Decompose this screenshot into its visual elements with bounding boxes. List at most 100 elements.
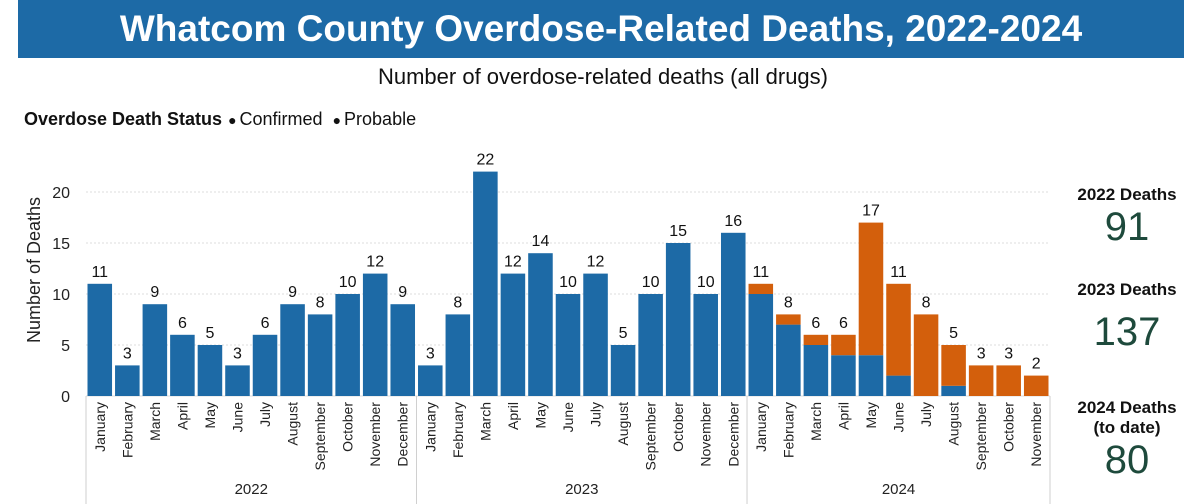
y-tick-label: 0 bbox=[61, 389, 70, 406]
legend-dot-confirmed: ● bbox=[228, 111, 237, 128]
data-label: 6 bbox=[839, 315, 848, 332]
data-label: 11 bbox=[91, 264, 108, 281]
chart-title: Whatcom County Overdose-Related Deaths, … bbox=[119, 8, 1083, 49]
bar-confirmed bbox=[473, 171, 498, 396]
title-bar: Whatcom County Overdose-Related Deaths, … bbox=[18, 0, 1184, 58]
x-tick-label: January bbox=[422, 402, 438, 452]
x-group-label: 2023 bbox=[565, 481, 598, 498]
x-tick-label: September bbox=[312, 402, 328, 471]
bar-confirmed bbox=[693, 294, 718, 396]
data-label: 6 bbox=[178, 315, 187, 332]
x-tick-label: November bbox=[698, 402, 714, 467]
bar-confirmed bbox=[583, 273, 608, 396]
legend-item-confirmed[interactable]: ● Confirmed bbox=[228, 109, 323, 130]
legend-title: Overdose Death Status bbox=[24, 109, 223, 129]
x-tick-label: May bbox=[202, 402, 218, 428]
bar-confirmed bbox=[252, 334, 278, 396]
bar-confirmed bbox=[858, 355, 884, 396]
legend-item-probable[interactable]: ● Probable bbox=[333, 109, 417, 130]
bar-confirmed bbox=[225, 365, 250, 396]
x-tick-label: July bbox=[588, 402, 604, 427]
bar-confirmed bbox=[280, 304, 305, 396]
x-tick-label: May bbox=[532, 402, 548, 428]
x-tick-label: January bbox=[753, 402, 769, 452]
x-tick-label: March bbox=[808, 402, 824, 441]
bar-confirmed bbox=[197, 345, 223, 396]
y-tick-label: 15 bbox=[52, 236, 70, 253]
bar-chart: 0 5 10 15 20 Number of Deaths 11 3 9 6 5 3 6 9 8 10 12 9 3… bbox=[24, 152, 1051, 504]
legend: Overdose Death Status ● Confirmed ● Prob… bbox=[24, 109, 426, 130]
data-label: 9 bbox=[398, 284, 407, 301]
bar-confirmed bbox=[638, 294, 663, 396]
data-label: 6 bbox=[811, 315, 820, 332]
bar-confirmed bbox=[886, 375, 911, 396]
data-label: 3 bbox=[977, 345, 986, 362]
x-tick-label: September bbox=[643, 402, 659, 471]
data-label: 12 bbox=[587, 254, 605, 271]
data-label: 10 bbox=[697, 274, 715, 291]
data-label: 3 bbox=[123, 345, 132, 362]
bar-confirmed bbox=[170, 334, 195, 396]
x-group-label: 2024 bbox=[882, 481, 915, 498]
stats-panel: 2022 Deaths 91 2023 Deaths 137 2024 Deat… bbox=[1062, 185, 1192, 483]
bar-probable bbox=[831, 334, 856, 356]
data-label: 22 bbox=[476, 152, 494, 169]
x-tick-label: October bbox=[1001, 402, 1017, 452]
bar-probable bbox=[858, 222, 884, 356]
bar-confirmed bbox=[115, 365, 140, 396]
data-label: 8 bbox=[922, 294, 931, 311]
bar-confirmed bbox=[362, 273, 388, 396]
x-tick-label: April bbox=[505, 402, 521, 430]
data-label: 8 bbox=[784, 294, 793, 311]
x-tick-label: February bbox=[450, 402, 466, 458]
x-tick-label: June bbox=[560, 402, 576, 433]
bar-confirmed bbox=[748, 294, 774, 396]
stat-2022-label: 2022 Deaths bbox=[1077, 185, 1177, 204]
bar-confirmed bbox=[335, 294, 360, 396]
x-tick-label: October bbox=[340, 402, 356, 452]
y-tick-label: 10 bbox=[52, 287, 70, 304]
x-tick-label: April bbox=[835, 402, 851, 430]
stat-2024-value: 80 bbox=[1104, 438, 1150, 482]
x-tick-label: May bbox=[863, 402, 879, 428]
y-tick-label: 20 bbox=[52, 185, 70, 202]
x-tick-label: November bbox=[1028, 402, 1044, 467]
data-label: 5 bbox=[205, 325, 214, 342]
bar-confirmed bbox=[528, 253, 553, 396]
bar-confirmed bbox=[142, 304, 168, 396]
x-tick-label: April bbox=[174, 402, 190, 430]
bar-confirmed bbox=[418, 365, 443, 396]
x-tick-label: December bbox=[725, 402, 741, 467]
data-label: 9 bbox=[150, 284, 159, 301]
data-label: 14 bbox=[532, 233, 550, 250]
x-tick-label: January bbox=[92, 402, 108, 452]
x-tick-label: August bbox=[615, 402, 631, 446]
bar-confirmed bbox=[555, 294, 581, 396]
x-tick-label: October bbox=[670, 402, 686, 452]
x-tick-label: July bbox=[918, 402, 934, 427]
legend-label-probable: Probable bbox=[344, 109, 417, 129]
data-label: 3 bbox=[233, 345, 242, 362]
y-tick-label: 5 bbox=[61, 338, 70, 355]
bar-probable bbox=[941, 345, 966, 386]
data-label: 12 bbox=[366, 254, 384, 271]
data-label: 9 bbox=[288, 284, 297, 301]
y-axis-label: Number of Deaths bbox=[24, 197, 44, 343]
bar-confirmed bbox=[831, 355, 856, 396]
stat-2024: 2024 Deaths (to date) 80 bbox=[1062, 398, 1192, 483]
bar-confirmed bbox=[307, 314, 333, 396]
data-label: 11 bbox=[890, 264, 907, 281]
data-label: 10 bbox=[559, 274, 577, 291]
bar-probable bbox=[748, 283, 774, 294]
x-tick-label: June bbox=[229, 402, 245, 433]
x-tick-label: August bbox=[285, 402, 301, 446]
data-label: 8 bbox=[453, 294, 462, 311]
bar-confirmed bbox=[803, 345, 829, 396]
bar-confirmed bbox=[776, 324, 801, 396]
x-group-label: 2022 bbox=[235, 481, 268, 498]
legend-label-confirmed: Confirmed bbox=[239, 109, 323, 129]
data-label: 12 bbox=[504, 254, 522, 271]
bar-confirmed bbox=[500, 273, 526, 396]
data-label: 15 bbox=[669, 223, 687, 240]
bar-confirmed bbox=[720, 232, 746, 396]
